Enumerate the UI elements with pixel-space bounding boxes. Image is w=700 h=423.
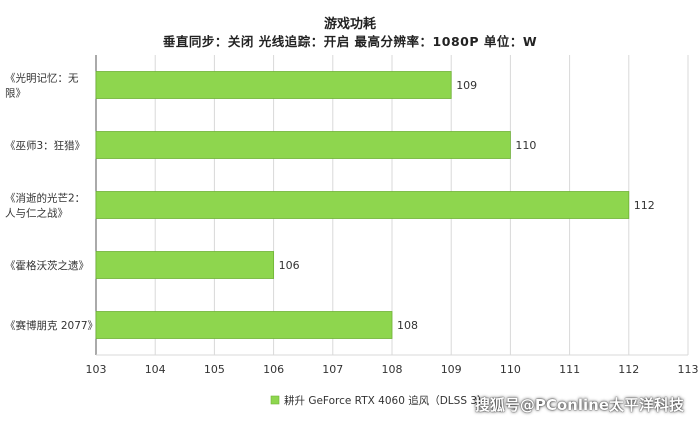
x-tick-label: 112 <box>618 363 639 376</box>
legend-label: 耕升 GeForce RTX 4060 追风（DLSS 3） <box>284 394 488 407</box>
data-label: 112 <box>634 199 655 212</box>
x-tick-label: 103 <box>86 363 107 376</box>
category-label: 《巫师3：狂猎》 <box>5 139 85 152</box>
bar <box>95 311 393 339</box>
x-tick-label: 105 <box>204 363 225 376</box>
x-tick-label: 110 <box>500 363 521 376</box>
category-label: 《赛博朋克 2077》 <box>5 319 98 332</box>
data-label: 110 <box>515 139 536 152</box>
x-tick-label: 104 <box>145 363 166 376</box>
bar <box>95 131 511 159</box>
category-label: 《消逝的光芒2： <box>5 192 85 205</box>
data-label: 108 <box>397 319 418 332</box>
category-label: 《霍格沃茨之遗》 <box>5 259 89 272</box>
watermark: 搜狐号@PConline太平洋科技 <box>474 396 684 414</box>
chart-subtitle: 垂直同步：关闭 光线追踪：开启 最高分辨率：1080P 单位：W <box>162 34 538 49</box>
x-tick-label: 107 <box>322 363 343 376</box>
x-tick-label: 113 <box>678 363 699 376</box>
x-tick-label: 111 <box>559 363 580 376</box>
chart-title: 游戏功耗 <box>323 17 376 32</box>
bar <box>95 251 275 279</box>
category-label: 《光明记忆：无 <box>5 72 79 85</box>
legend-swatch <box>270 395 280 405</box>
category-label: 限》 <box>5 88 26 100</box>
data-label: 106 <box>279 259 300 272</box>
bar <box>95 191 630 219</box>
x-tick-label: 108 <box>382 363 403 376</box>
category-label: 人与仁之战》 <box>5 207 68 220</box>
x-tick-label: 106 <box>263 363 284 376</box>
bar <box>95 71 452 99</box>
x-tick-label: 109 <box>441 363 462 376</box>
data-label: 109 <box>456 79 477 92</box>
